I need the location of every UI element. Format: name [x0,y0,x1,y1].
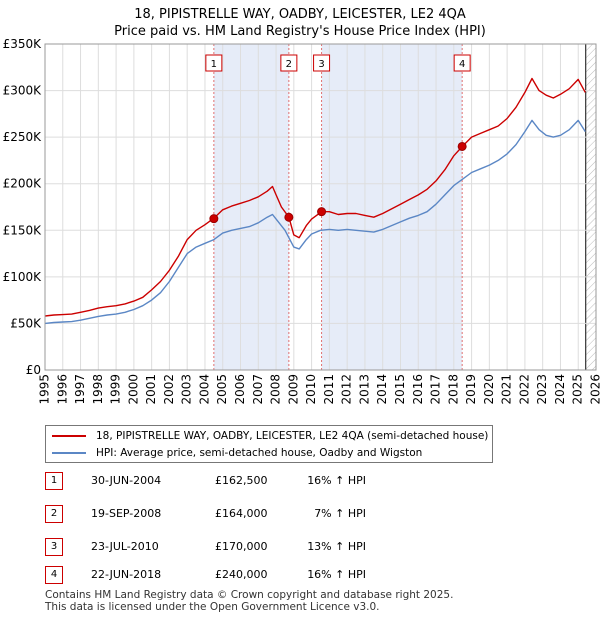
forecast-hatch [585,44,596,370]
sale-badge-box [453,54,471,72]
x-tick-label: 2015 [393,374,407,405]
x-tick-label: 2005 [215,374,229,405]
y-tick-label: £50K [10,316,42,330]
y-tick-label: £200K [3,177,43,191]
sale-price: £240,000 [215,568,268,581]
legend-swatch-property [52,435,86,437]
price-chart: 1 2 3 4 £0 £50K £100K £150K £200K £250K £300K £350… [3,37,600,405]
x-tick-label: 2001 [144,374,158,405]
sale-period-shade [213,44,289,370]
plot-border [44,43,597,371]
x-tick-label: 2002 [162,374,176,405]
x-tick-label: 2020 [482,374,496,405]
sale-price: £170,000 [215,540,268,553]
sale-point [457,141,467,151]
sale-date: 23-JUL-2010 [91,540,159,553]
y-tick-label: £300K [3,84,43,98]
sale-period-shade [321,44,463,370]
chart-subtitle: Price paid vs. HM Land Registry's House … [114,24,486,39]
sale-badge-box [280,54,298,72]
sale-hpi-change: 16% ↑ HPI [307,568,366,581]
sale-point [209,214,219,224]
sale-point [284,212,294,222]
y-tick-label: £0 [26,363,41,377]
x-tick-label: 2003 [180,374,194,405]
sale-badge: 4 [45,566,63,584]
x-tick-label: 2004 [197,374,211,405]
x-tick-label: 1996 [55,374,69,405]
x-tick-label: 1999 [109,374,123,405]
sale-badge-box [205,54,223,72]
x-tick-label: 2006 [233,374,247,405]
footer-copyright: Contains HM Land Registry data © Crown c… [45,589,454,601]
sale-badge: 3 [45,538,63,556]
series-line-hpi [44,119,586,325]
y-tick-label: £250K [3,130,43,144]
x-tick-label: 2010 [304,374,318,405]
x-tick-label: 2008 [269,374,283,405]
y-tick-label: £100K [3,270,43,284]
sale-date: 30-JUN-2004 [91,474,162,487]
sale-hpi-change: 7% ↑ HPI [314,507,366,520]
sale-hpi-change: 13% ↑ HPI [307,540,366,553]
x-tick-label: 2022 [517,374,531,405]
x-tick-label: 2023 [535,374,549,405]
x-tick-label: 2013 [357,374,371,405]
x-tick-label: 2011 [322,374,336,405]
x-tick-label: 2009 [286,374,300,405]
y-tick-label: £350K [3,37,43,51]
sale-badge: 2 [45,505,63,523]
series-line-property [44,77,586,317]
legend-label-property: 18, PIPISTRELLE WAY, OADBY, LEICESTER, L… [96,430,489,442]
x-tick-label: 2016 [411,374,425,405]
x-tick-label: 2007 [251,374,265,405]
x-tick-label: 2021 [500,374,514,405]
sale-badge-label: 3 [318,59,324,70]
sale-date: 22-JUN-2018 [91,568,162,581]
x-tick-label: 2025 [571,374,585,405]
x-tick-label: 2026 [589,374,600,405]
x-tick-label: 1995 [38,374,52,405]
sale-badge-label: 1 [211,59,217,70]
x-tick-label: 2018 [446,374,460,405]
sale-hpi-change: 16% ↑ HPI [307,474,366,487]
plot-area [45,44,596,370]
x-tick-label: 1997 [73,374,87,405]
chart-title: 18, PIPISTRELLE WAY, OADBY, LEICESTER, L… [134,7,466,22]
x-tick-label: 2019 [464,374,478,405]
x-tick-label: 2014 [375,374,389,405]
sale-badge: 1 [45,472,63,490]
sale-price: £162,500 [215,474,268,487]
legend-label-hpi: HPI: Average price, semi-detached house,… [96,447,423,459]
x-tick-label: 1998 [91,374,105,405]
x-tick-label: 2024 [553,374,567,405]
x-tick-label: 2012 [340,374,354,405]
y-tick-label: £150K [3,223,43,237]
sale-badge-box [313,54,331,72]
sale-badge-label: 4 [459,59,465,70]
legend-swatch-hpi [52,452,86,454]
footer-licence: This data is licensed under the Open Gov… [45,601,380,613]
chart-legend: 18, PIPISTRELLE WAY, OADBY, LEICESTER, L… [45,425,493,463]
sale-date: 19-SEP-2008 [91,507,162,520]
footer-attribution: Contains HM Land Registry data © Crown c… [45,589,453,613]
sale-point [317,207,327,217]
x-tick-label: 2017 [429,374,443,405]
sale-price: £164,000 [215,507,268,520]
x-tick-label: 2000 [126,374,140,405]
sale-badge-label: 2 [286,59,292,70]
